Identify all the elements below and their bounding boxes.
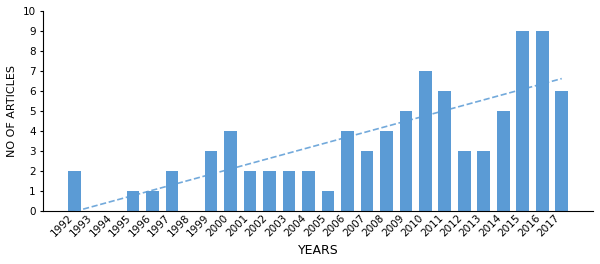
Bar xyxy=(68,171,81,211)
Bar xyxy=(517,31,529,211)
Bar xyxy=(419,71,431,211)
Bar xyxy=(497,111,509,211)
X-axis label: YEARS: YEARS xyxy=(298,244,338,257)
Bar xyxy=(127,191,139,211)
Bar xyxy=(263,171,276,211)
Bar xyxy=(478,151,490,211)
Y-axis label: NO OF ARTICLES: NO OF ARTICLES xyxy=(7,65,17,157)
Bar xyxy=(166,171,178,211)
Bar xyxy=(400,111,412,211)
Bar xyxy=(146,191,159,211)
Bar xyxy=(556,91,568,211)
Bar xyxy=(244,171,256,211)
Bar xyxy=(380,131,392,211)
Bar xyxy=(322,191,334,211)
Bar xyxy=(224,131,237,211)
Bar xyxy=(302,171,315,211)
Bar xyxy=(439,91,451,211)
Bar xyxy=(458,151,470,211)
Bar xyxy=(205,151,217,211)
Bar xyxy=(536,31,548,211)
Bar xyxy=(341,131,354,211)
Bar xyxy=(361,151,373,211)
Bar xyxy=(283,171,295,211)
